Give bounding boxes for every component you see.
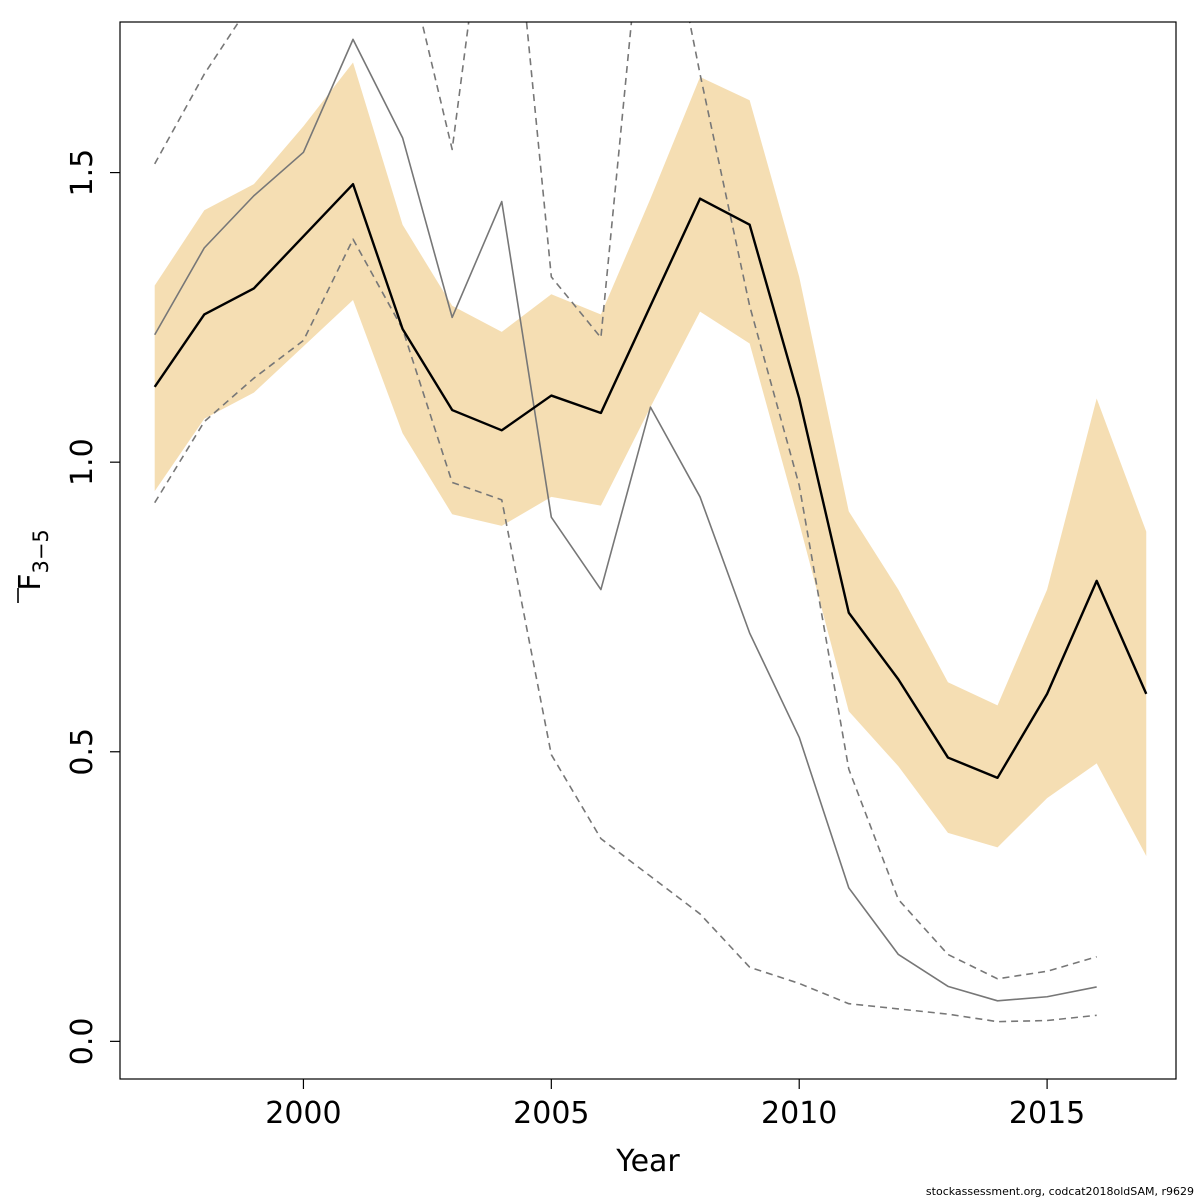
y-axis: 0.0 0.5 1.0 1.5 bbox=[65, 149, 120, 1065]
plot-frame bbox=[119, 21, 1177, 1080]
comparison-upper-line bbox=[154, 22, 1097, 980]
x-tick-label: 2005 bbox=[513, 1096, 589, 1131]
y-tick-label: 0.5 bbox=[65, 728, 100, 776]
y-axis-title: F3−5 bbox=[13, 529, 53, 603]
confidence-band bbox=[154, 62, 1147, 857]
confidence-band-layer bbox=[154, 62, 1147, 857]
comparison-line bbox=[154, 38, 1097, 1002]
x-axis: 2000 2005 2010 2015 bbox=[265, 1079, 1085, 1131]
y-axis-title-main: F bbox=[13, 574, 48, 591]
credit-text: stockassessment.org, codcat2018oldSAM, r… bbox=[925, 1185, 1194, 1198]
comparison-lower-line bbox=[154, 238, 1097, 1023]
y-tick-label: 1.5 bbox=[65, 149, 100, 197]
x-tick-label: 2010 bbox=[761, 1096, 837, 1131]
y-tick-label: 1.0 bbox=[65, 438, 100, 486]
x-tick-label: 2000 bbox=[265, 1096, 341, 1131]
series-lines-layer bbox=[153, 22, 1148, 1023]
x-axis-title: Year bbox=[615, 1144, 680, 1179]
y-axis-title-subscript: 3−5 bbox=[29, 529, 53, 573]
y-tick-label: 0.0 bbox=[65, 1017, 100, 1065]
x-tick-label: 2015 bbox=[1009, 1096, 1085, 1131]
svg-text:F3−5: F3−5 bbox=[13, 529, 53, 591]
estimate-line bbox=[153, 182, 1148, 780]
